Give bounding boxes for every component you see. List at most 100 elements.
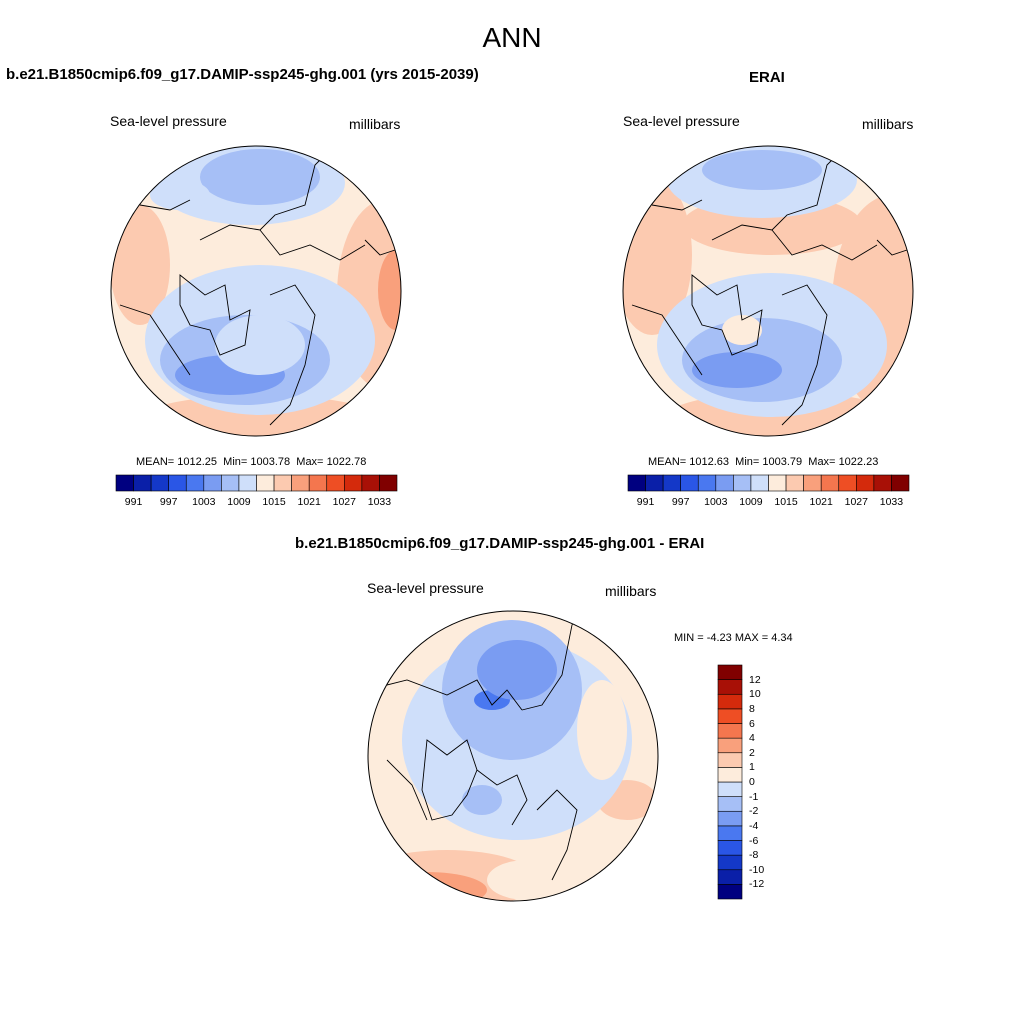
diff-colorbar-tick-label: 12 <box>749 673 761 686</box>
diff-variable-label: Sea-level pressure <box>367 580 484 596</box>
model-variable-label: Sea-level pressure <box>110 113 227 129</box>
diff-colorbar-swatch <box>717 723 743 739</box>
model-panel-title: b.e21.B1850cmip6.f09_g17.DAMIP-ssp245-gh… <box>6 66 479 83</box>
obs-colorbar-ticks: 991 997 1003 1009 1015 1021 1027 1033 <box>628 496 909 510</box>
obs-colorbar-swatch <box>697 474 717 492</box>
obs-colorbar-swatch <box>838 474 857 492</box>
diff-colorbar-swatch <box>717 825 743 841</box>
diff-stats: MIN = -4.23 MAX = 4.34 <box>674 632 793 644</box>
obs-colorbar-swatch <box>768 474 787 492</box>
obs-colorbar-swatch <box>820 474 840 492</box>
diff-colorbar-swatch <box>717 796 743 812</box>
obs-colorbar-tick-label: 997 <box>671 496 690 508</box>
model-colorbar-tick-label: 997 <box>159 496 178 508</box>
model-colorbar-swatch <box>326 474 345 492</box>
model-colorbar-swatch <box>273 474 292 492</box>
diff-colorbar-tick-label: 6 <box>749 717 755 730</box>
diff-colorbar-swatch <box>717 840 743 856</box>
diff-colorbar-swatch <box>717 869 743 885</box>
diff-colorbar <box>717 664 743 900</box>
model-colorbar-tick-label: 1009 <box>227 496 251 508</box>
obs-colorbar-swatch <box>750 474 769 492</box>
diff-colorbar-tick-label: 4 <box>749 732 755 745</box>
model-polar-map <box>110 145 402 437</box>
diff-colorbar-tick-label: 1 <box>749 761 755 774</box>
diff-colorbar-swatch <box>717 781 743 797</box>
diff-colorbar-tick-label: -6 <box>749 834 759 847</box>
figure-title: ANN <box>482 22 542 53</box>
diff-colorbar-tick-label: -12 <box>749 878 765 891</box>
diff-colorbar-swatch <box>717 664 743 680</box>
obs-colorbar-swatch <box>803 474 822 492</box>
model-colorbar-ticks: 991 997 1003 1009 1015 1021 1027 1033 <box>116 496 397 510</box>
diff-units-label: millibars <box>605 583 657 599</box>
model-colorbar-swatch <box>291 474 310 492</box>
model-colorbar-swatch <box>344 474 363 492</box>
obs-colorbar-swatch <box>715 474 734 492</box>
obs-units-label: millibars <box>862 116 914 132</box>
diff-panel-title: b.e21.B1850cmip6.f09_g17.DAMIP-ssp245-gh… <box>295 535 705 552</box>
model-colorbar-tick-label: 1015 <box>262 496 286 508</box>
model-colorbar-tick-label: 1027 <box>332 496 356 508</box>
diff-colorbar-swatch <box>717 708 743 724</box>
diff-colorbar-swatch <box>717 854 743 871</box>
model-colorbar <box>115 474 398 492</box>
model-colorbar-swatch <box>115 474 134 492</box>
diff-colorbar-tick-label: -10 <box>749 863 765 876</box>
model-units-label: millibars <box>349 116 401 132</box>
diff-colorbar-tick-label: -1 <box>749 790 759 803</box>
obs-colorbar-swatch <box>891 474 910 492</box>
diff-colorbar-tick-label: 8 <box>749 702 755 715</box>
obs-colorbar-swatch <box>733 474 752 492</box>
obs-colorbar-swatch <box>785 474 804 492</box>
obs-colorbar-tick-label: 1003 <box>704 496 728 508</box>
obs-colorbar-swatch <box>856 474 875 492</box>
diff-colorbar-swatch <box>717 693 743 710</box>
model-colorbar-tick-label: 1021 <box>297 496 321 508</box>
model-colorbar-swatch <box>168 474 187 492</box>
diff-colorbar-tick-label: -2 <box>749 805 759 818</box>
diff-colorbar-swatch <box>717 752 743 768</box>
diff-polar-map <box>367 610 659 902</box>
obs-polar-map <box>622 145 914 437</box>
model-colorbar-swatch <box>256 474 275 492</box>
obs-colorbar-tick-label: 991 <box>636 496 655 508</box>
model-stats: MEAN= 1012.25 Min= 1003.78 Max= 1022.78 <box>136 456 367 468</box>
model-colorbar-swatch <box>133 474 152 492</box>
diff-colorbar-tick-label: 0 <box>749 776 755 788</box>
obs-colorbar-swatch <box>680 474 699 492</box>
obs-colorbar-swatch <box>662 474 681 492</box>
obs-colorbar-tick-label: 1015 <box>774 496 798 508</box>
diff-colorbar-swatch <box>717 679 743 695</box>
obs-stats: MEAN= 1012.63 Min= 1003.79 Max= 1022.23 <box>648 456 879 468</box>
model-colorbar-swatch <box>379 474 398 492</box>
diff-colorbar-swatch <box>717 884 743 900</box>
model-colorbar-swatch <box>203 474 222 492</box>
obs-colorbar-tick-label: 1009 <box>739 496 763 508</box>
obs-colorbar-swatch <box>627 474 646 492</box>
model-colorbar-tick-label: 991 <box>124 496 143 508</box>
diff-colorbar-tick-label: -8 <box>749 849 759 862</box>
model-colorbar-swatch <box>238 474 257 492</box>
diff-colorbar-swatch <box>717 810 743 827</box>
model-colorbar-swatch <box>361 474 380 492</box>
obs-panel-title: ERAI <box>749 69 785 86</box>
obs-variable-label: Sea-level pressure <box>623 113 740 129</box>
model-colorbar-swatch <box>308 474 328 492</box>
model-colorbar-tick-label: 1003 <box>192 496 216 508</box>
model-colorbar-swatch <box>221 474 240 492</box>
model-colorbar-swatch <box>185 474 205 492</box>
obs-colorbar-tick-label: 1021 <box>809 496 833 508</box>
obs-colorbar <box>627 474 910 492</box>
diff-colorbar-tick-label: 10 <box>749 688 761 701</box>
diff-colorbar-tick-label: -4 <box>749 819 759 832</box>
obs-colorbar-swatch <box>873 474 892 492</box>
obs-colorbar-tick-label: 1027 <box>844 496 868 508</box>
diff-colorbar-tick-label: 2 <box>749 746 755 759</box>
obs-colorbar-tick-label: 1033 <box>879 496 904 508</box>
model-colorbar-swatch <box>150 474 169 492</box>
obs-colorbar-swatch <box>645 474 664 492</box>
diff-colorbar-swatch <box>717 767 743 783</box>
model-colorbar-tick-label: 1033 <box>367 496 392 508</box>
diff-colorbar-ticks: -12 -10 -8 -6 -4 -2 -1 0 1 2 4 6 8 10 12 <box>749 665 779 899</box>
